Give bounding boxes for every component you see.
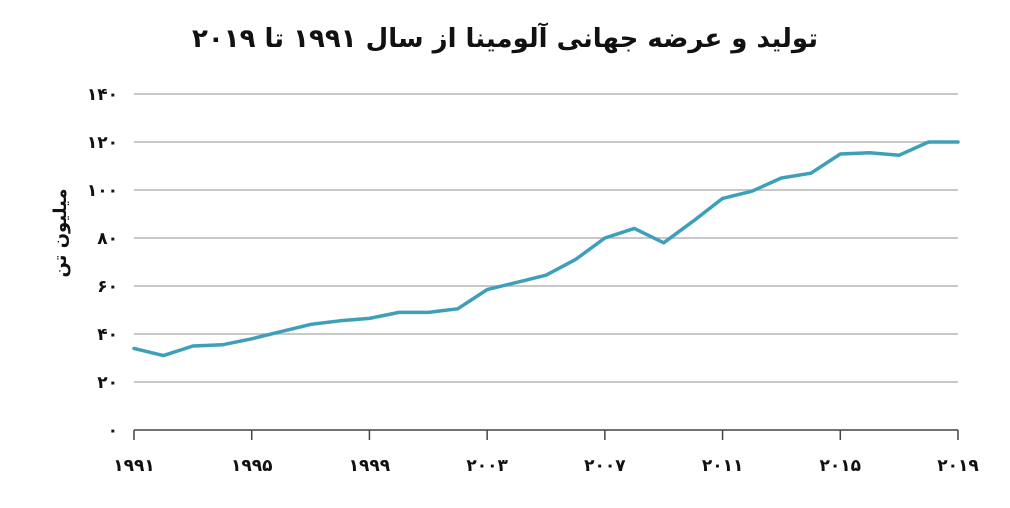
- series-group: [132, 140, 960, 358]
- y-tick-labels: ٠ ٢٠ ۴٠ ۶٠ ٨٠ ١٠٠ ١٢٠ ١۴٠: [87, 85, 118, 441]
- x-tick-label: ٢٠٠٣: [466, 456, 508, 476]
- x-tick-labels: ١٩٩١ ١٩٩۵ ١٩٩٩ ٢٠٠٣ ٢٠٠٧ ٢٠١١ ٢٠١۵ ٢٠١٩: [113, 456, 979, 476]
- x-tick-label: ٢٠١٩: [937, 456, 979, 476]
- x-tick-label: ٢٠٠٧: [584, 456, 626, 476]
- x-tick-label: ٢٠١١: [702, 456, 744, 476]
- y-axis-label: میلیون تن: [50, 188, 71, 277]
- x-tick-label: ٢٠١۵: [820, 456, 862, 476]
- y-tick-label: ۶٠: [97, 277, 118, 297]
- y-tick-label: ١۴٠: [87, 85, 118, 105]
- axes: [133, 429, 959, 440]
- y-tick-label: ١٢٠: [87, 133, 118, 153]
- x-tick-label: ١٩٩۵: [231, 456, 273, 476]
- y-tick-label: ٢٠: [97, 373, 118, 393]
- y-tick-label: ٨٠: [97, 229, 118, 249]
- chart-title: تولید و عرضه جهانی آلومینا از سال ۱۹۹۱ ت…: [192, 24, 818, 54]
- y-tick-label: ۴٠: [97, 325, 118, 345]
- y-tick-label: ٠: [108, 421, 118, 441]
- series-line-0: [132, 140, 960, 358]
- x-tick-label: ١٩٩١: [113, 456, 155, 476]
- x-tick-label: ١٩٩٩: [349, 456, 391, 476]
- y-tick-label: ١٠٠: [87, 181, 118, 201]
